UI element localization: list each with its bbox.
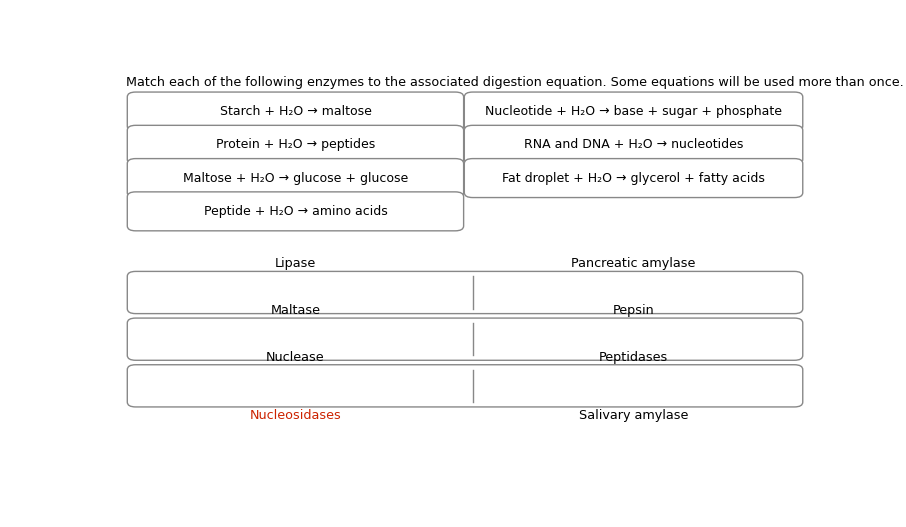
Text: Match each of the following enzymes to the associated digestion equation. Some e: Match each of the following enzymes to t… bbox=[126, 76, 903, 89]
Text: Peptide + H₂O → amino acids: Peptide + H₂O → amino acids bbox=[204, 205, 388, 218]
FancyBboxPatch shape bbox=[127, 192, 464, 231]
Text: Starch + H₂O → maltose: Starch + H₂O → maltose bbox=[219, 105, 371, 118]
FancyBboxPatch shape bbox=[464, 125, 803, 164]
Text: Salivary amylase: Salivary amylase bbox=[579, 409, 689, 422]
Text: Protein + H₂O → peptides: Protein + H₂O → peptides bbox=[216, 138, 375, 151]
Text: Maltose + H₂O → glucose + glucose: Maltose + H₂O → glucose + glucose bbox=[183, 172, 408, 184]
Text: Fat droplet + H₂O → glycerol + fatty acids: Fat droplet + H₂O → glycerol + fatty aci… bbox=[502, 172, 765, 184]
FancyBboxPatch shape bbox=[127, 159, 464, 198]
FancyBboxPatch shape bbox=[464, 92, 803, 131]
Text: Pepsin: Pepsin bbox=[612, 304, 654, 317]
FancyBboxPatch shape bbox=[127, 125, 464, 164]
Text: Nuclease: Nuclease bbox=[266, 350, 324, 364]
Text: Nucleotide + H₂O → base + sugar + phosphate: Nucleotide + H₂O → base + sugar + phosph… bbox=[485, 105, 782, 118]
Text: Nucleosidases: Nucleosidases bbox=[249, 409, 342, 422]
Text: Pancreatic amylase: Pancreatic amylase bbox=[572, 257, 696, 270]
FancyBboxPatch shape bbox=[127, 271, 803, 314]
FancyBboxPatch shape bbox=[127, 318, 803, 360]
Text: Maltase: Maltase bbox=[271, 304, 321, 317]
FancyBboxPatch shape bbox=[464, 159, 803, 198]
Text: Lipase: Lipase bbox=[275, 257, 316, 270]
Text: Peptidases: Peptidases bbox=[599, 350, 668, 364]
FancyBboxPatch shape bbox=[127, 365, 803, 407]
Text: RNA and DNA + H₂O → nucleotides: RNA and DNA + H₂O → nucleotides bbox=[524, 138, 743, 151]
FancyBboxPatch shape bbox=[127, 92, 464, 131]
